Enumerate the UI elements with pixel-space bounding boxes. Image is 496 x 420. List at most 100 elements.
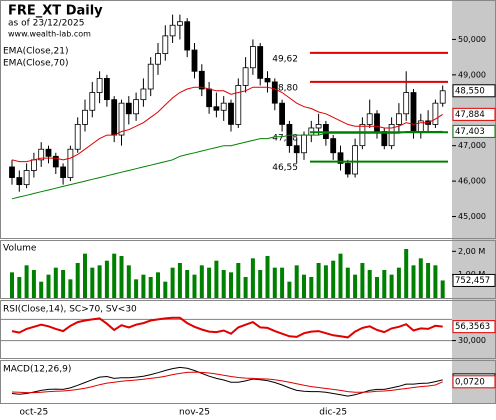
legend-entry: EMA(Close,21) (3, 47, 68, 57)
candle-body (198, 70, 205, 90)
candle-body (16, 177, 23, 186)
last-value-label-box (452, 375, 496, 389)
candle-body (206, 88, 213, 108)
volume-bar (367, 270, 372, 298)
candle-body (30, 159, 37, 171)
last-value-label: 752,457 (455, 276, 490, 286)
panel-title: Volume (3, 244, 37, 254)
candle-body (366, 113, 373, 125)
volume-bar (345, 267, 350, 298)
last-value-label-box (452, 320, 496, 334)
axis-band (452, 0, 496, 404)
volume-bar (112, 253, 117, 298)
volume-bar (411, 265, 416, 298)
candle-body (337, 152, 344, 164)
candle-body (344, 162, 351, 175)
volume-bar (90, 267, 95, 298)
candle-body (352, 145, 359, 175)
volume-bar (309, 277, 314, 298)
panel-title: MACD(12,26,9) (3, 365, 71, 375)
volume-bar (185, 270, 190, 298)
volume-bar (418, 258, 423, 298)
volume-bar (426, 263, 431, 298)
volume-bar (440, 280, 445, 298)
volume-bar (404, 249, 409, 298)
candle-body (147, 63, 154, 90)
candle-body (118, 102, 125, 136)
volume-bar (338, 253, 343, 298)
volume-bar (141, 274, 146, 298)
series-line (11, 371, 443, 394)
panel-title: RSI(Close,14), SC>70, SV<30 (3, 305, 137, 315)
subtitle: as of 23/12/2025 (8, 19, 84, 29)
candle-body (104, 77, 110, 101)
legend-entry: EMA(Close,70) (3, 59, 68, 69)
volume-bar (433, 265, 438, 298)
volume-bar (302, 274, 306, 298)
candle-body (388, 124, 395, 147)
volume-bar (97, 265, 102, 298)
volume-bar (382, 270, 387, 298)
volume-bar (221, 270, 226, 298)
candle-body (432, 102, 439, 125)
candle-body (155, 53, 161, 65)
last-price-label: 48,550 (455, 86, 485, 96)
volume-bar (17, 277, 22, 298)
volume-bar (389, 274, 394, 298)
candle-body (301, 134, 307, 154)
level-label: 48,80 (272, 83, 298, 93)
candle-body (111, 99, 118, 136)
y-tick-label: 45,000 (458, 212, 486, 221)
volume-bar (207, 267, 212, 298)
volume-bar (10, 272, 14, 298)
series-line (11, 130, 443, 200)
volume-bar (272, 267, 277, 298)
candle-body (395, 113, 402, 125)
volume-bar (104, 260, 109, 298)
volume-bar (61, 270, 66, 298)
volume-bar (360, 263, 365, 298)
volume-bar (170, 267, 175, 298)
volume-bar (280, 267, 285, 298)
volume-bar (243, 277, 248, 298)
candle-body (23, 170, 30, 186)
chart-title: FRE_XT Daily (8, 4, 103, 19)
volume-bar (163, 281, 168, 298)
volume-bar (316, 263, 321, 298)
candle-body (9, 166, 15, 178)
last-value-label: 47,884 (455, 110, 485, 120)
candle-body (271, 81, 278, 104)
candle-body (96, 77, 103, 93)
candle-body (403, 92, 410, 115)
candle-body (60, 166, 66, 178)
volume-bar (75, 263, 80, 298)
volume-bar (258, 270, 263, 298)
candle-body (293, 145, 300, 154)
candle-body (235, 85, 242, 125)
date-band (0, 404, 496, 420)
last-value-label-box (452, 124, 496, 138)
y-tick-label: 30,000 (458, 336, 486, 345)
series-line (11, 366, 443, 397)
candle-body (279, 102, 286, 125)
y-tick-label: 46,000 (458, 177, 486, 186)
candle-body (249, 46, 256, 69)
volume-bar (353, 274, 358, 298)
volume-bar (375, 277, 379, 298)
level-label: 46,55 (272, 163, 298, 173)
candle-body (374, 113, 380, 132)
volume-bar (265, 256, 270, 298)
volume-bar (331, 260, 336, 298)
source: www.wealth-lab.com (8, 30, 91, 39)
candle-body (52, 155, 59, 168)
candle-body (67, 148, 74, 178)
candle-body (315, 124, 322, 129)
candle-body (38, 148, 45, 161)
volume-bar (250, 258, 255, 298)
candle-body (213, 106, 220, 111)
candle-body (162, 35, 169, 54)
volume-bar (53, 267, 58, 298)
volume-bar (294, 265, 299, 298)
level-label: 49,62 (272, 54, 298, 64)
